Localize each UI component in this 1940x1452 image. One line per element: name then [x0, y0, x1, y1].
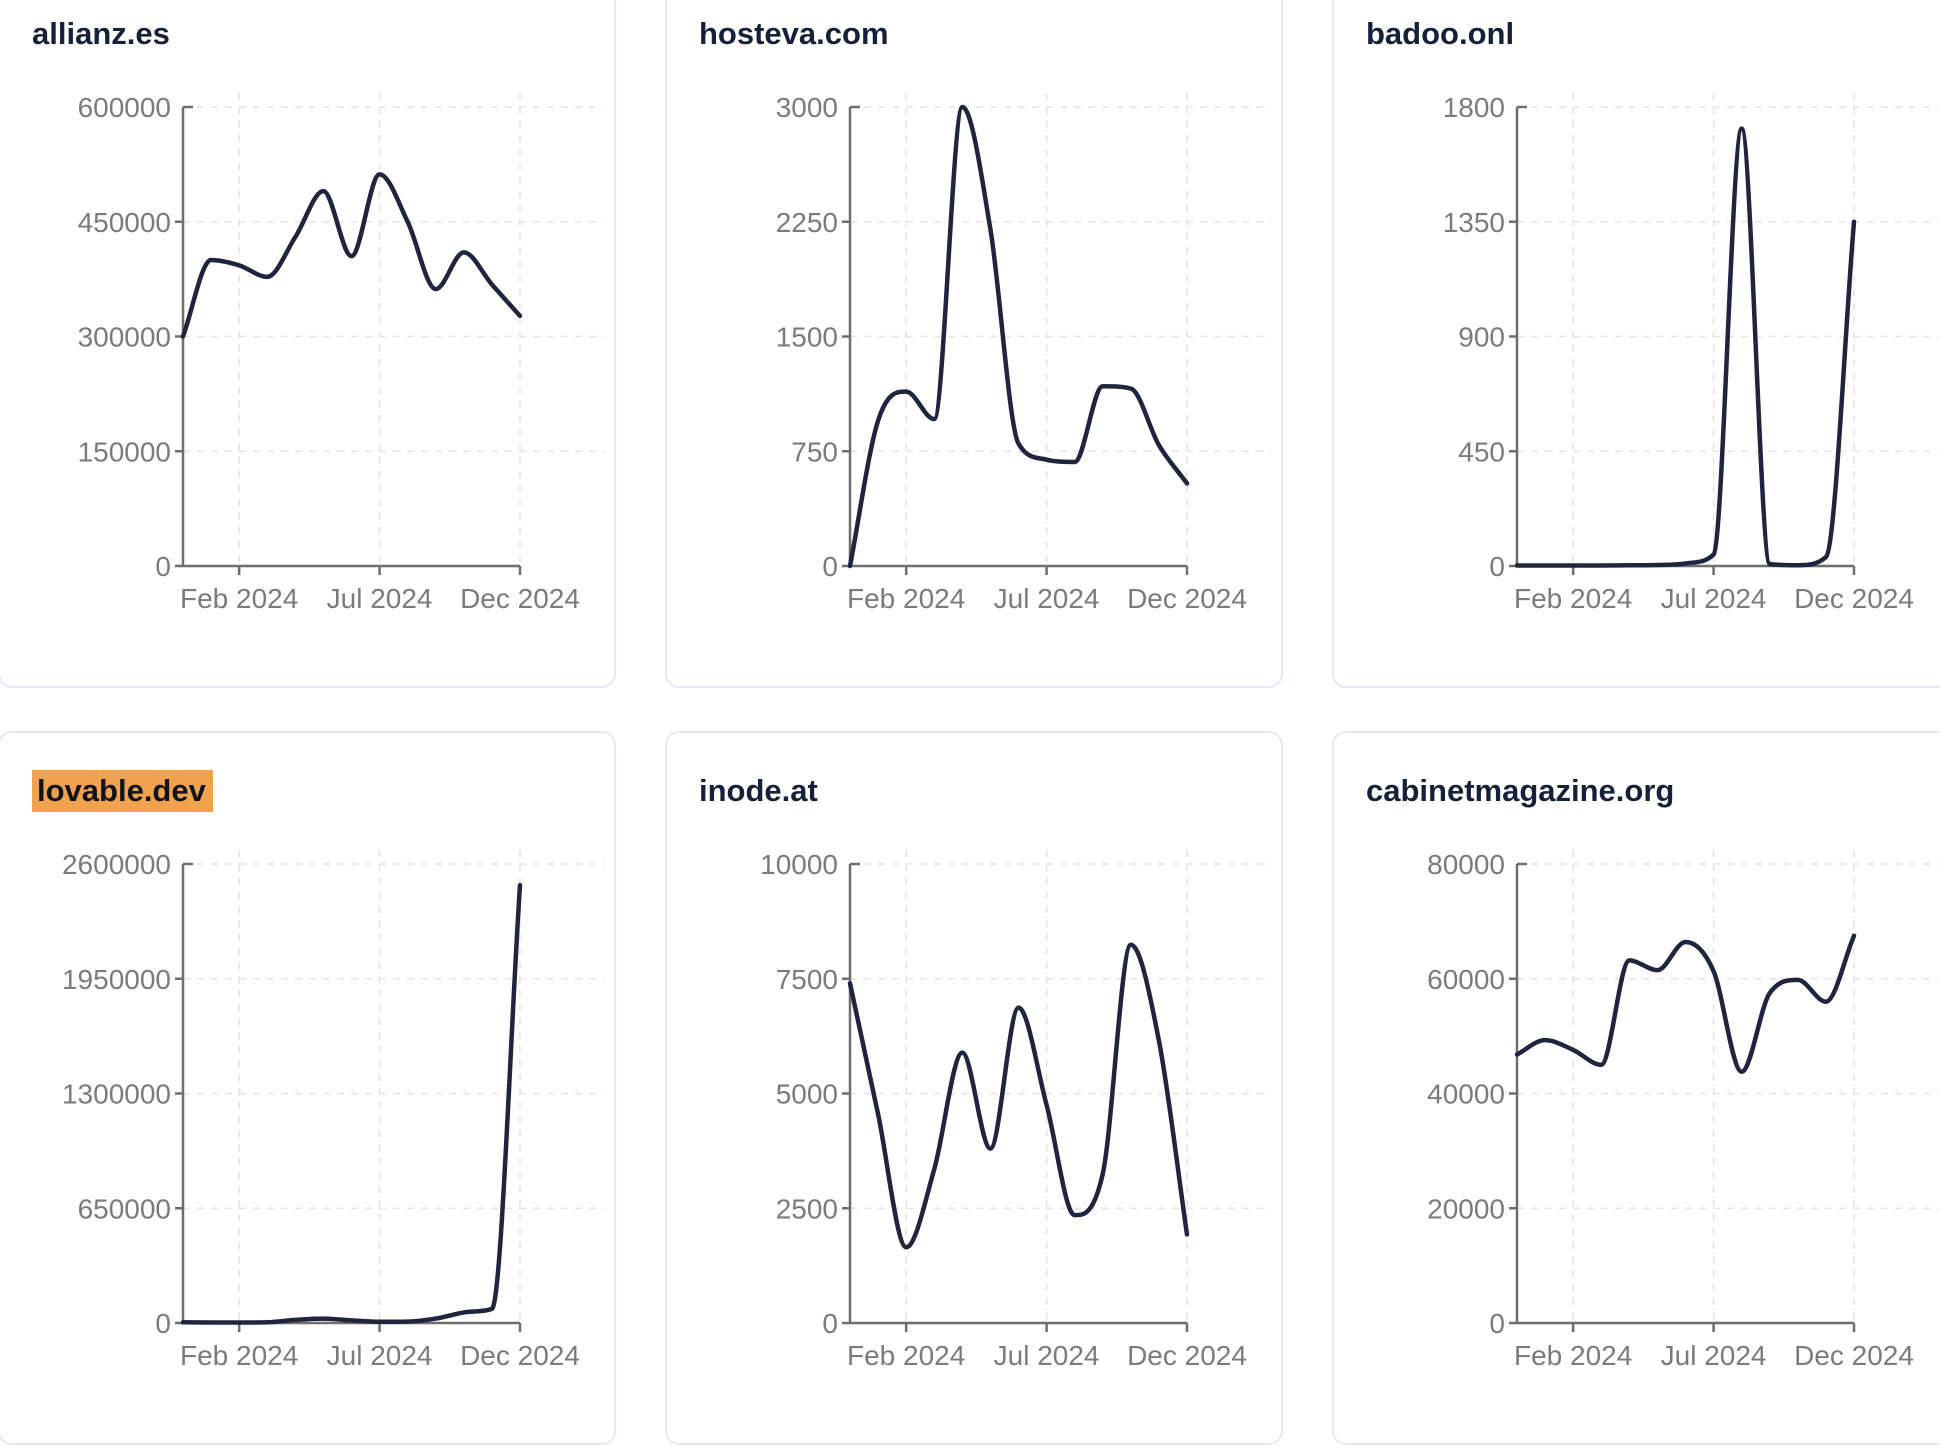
- svg-text:450: 450: [1458, 436, 1505, 467]
- svg-text:750: 750: [791, 436, 838, 467]
- chart-title: inode.at: [699, 773, 818, 809]
- svg-text:Feb 2024: Feb 2024: [847, 1340, 965, 1371]
- chart-title-text: allianz.es: [32, 16, 170, 51]
- chart-card-allianz: allianz.es 0 150000 300000 450000 600000 Feb …: [0, 0, 616, 688]
- line-chart: 0 20000 40000 60000 80000 Feb 2024 Jul 2024 Dec…: [1427, 849, 1938, 1371]
- svg-text:Feb 2024: Feb 2024: [1514, 583, 1632, 614]
- svg-text:20000: 20000: [1427, 1193, 1505, 1224]
- svg-text:40000: 40000: [1427, 1079, 1505, 1110]
- svg-text:450000: 450000: [78, 207, 171, 238]
- svg-text:Dec 2024: Dec 2024: [460, 583, 580, 614]
- svg-text:Dec 2024: Dec 2024: [460, 1340, 580, 1371]
- line-chart: 0 150000 300000 450000 600000 Feb 2024 Jul 202…: [78, 92, 604, 614]
- svg-text:Jul 2024: Jul 2024: [994, 1340, 1100, 1371]
- line-chart: 0 750 1500 2250 3000 Feb 2024 Jul 2024 Dec 2024: [776, 92, 1271, 614]
- svg-text:650000: 650000: [78, 1193, 171, 1224]
- svg-text:1950000: 1950000: [62, 964, 171, 995]
- svg-text:0: 0: [155, 551, 171, 582]
- svg-text:Feb 2024: Feb 2024: [847, 583, 965, 614]
- svg-text:Jul 2024: Jul 2024: [994, 583, 1100, 614]
- line-chart: 0 450 900 1350 1800 Feb 2024 Jul 2024 Dec 2024: [1443, 92, 1938, 614]
- svg-text:Jul 2024: Jul 2024: [327, 583, 433, 614]
- chart-title-text: cabinetmagazine.org: [1366, 773, 1675, 808]
- svg-text:1350: 1350: [1443, 207, 1505, 238]
- chart-title: allianz.es: [32, 16, 170, 52]
- svg-text:2250: 2250: [776, 207, 838, 238]
- chart-card-cabinetmagazine: cabinetmagazine.org 0 20000 40000 60000 8000…: [1332, 731, 1940, 1445]
- chart-title: hosteva.com: [699, 16, 889, 52]
- svg-text:Dec 2024: Dec 2024: [1794, 1340, 1914, 1371]
- line-chart: 0 2500 5000 7500 10000 Feb 2024 Jul 2024 Dec 20…: [760, 849, 1271, 1371]
- svg-text:7500: 7500: [776, 964, 838, 995]
- line-chart: 0 650000 1300000 1950000 2600000 Feb 2024 Jul …: [62, 849, 604, 1371]
- chart-card-badoo: badoo.onl 0 450 900 1350 1800 Feb 2024 Jul 202…: [1332, 0, 1940, 688]
- chart-title: cabinetmagazine.org: [1366, 773, 1674, 809]
- svg-text:Feb 2024: Feb 2024: [1514, 1340, 1632, 1371]
- svg-text:Dec 2024: Dec 2024: [1127, 1340, 1247, 1371]
- svg-text:900: 900: [1458, 322, 1505, 353]
- chart-card-inode: inode.at 0 2500 5000 7500 10000 Feb 2024 Jul 2…: [665, 731, 1283, 1445]
- chart-title-text: inode.at: [699, 773, 818, 808]
- svg-text:Dec 2024: Dec 2024: [1127, 583, 1247, 614]
- svg-text:0: 0: [155, 1308, 171, 1339]
- chart-card-hosteva: hosteva.com 0 750 1500 2250 3000 Feb 2024 Jul …: [665, 0, 1283, 688]
- svg-text:1300000: 1300000: [62, 1079, 171, 1110]
- svg-text:60000: 60000: [1427, 964, 1505, 995]
- svg-text:Feb 2024: Feb 2024: [180, 583, 298, 614]
- chart-card-lovable: lovable.dev 0 650000 1300000 1950000 2600000…: [0, 731, 616, 1445]
- chart-title-text: badoo.onl: [1366, 16, 1515, 51]
- svg-text:Jul 2024: Jul 2024: [327, 1340, 433, 1371]
- svg-text:Feb 2024: Feb 2024: [180, 1340, 298, 1371]
- svg-text:Jul 2024: Jul 2024: [1661, 1340, 1767, 1371]
- svg-text:600000: 600000: [78, 92, 171, 123]
- svg-text:10000: 10000: [760, 849, 838, 880]
- svg-text:0: 0: [822, 1308, 838, 1339]
- svg-text:0: 0: [822, 551, 838, 582]
- chart-title-text: hosteva.com: [699, 16, 889, 51]
- svg-text:1500: 1500: [776, 322, 838, 353]
- chart-title: lovable.dev: [32, 770, 213, 812]
- svg-text:1800: 1800: [1443, 92, 1505, 123]
- svg-text:0: 0: [1489, 551, 1505, 582]
- chart-title-highlight: lovable.dev: [32, 770, 213, 812]
- chart-title: badoo.onl: [1366, 16, 1514, 52]
- svg-text:80000: 80000: [1427, 849, 1505, 880]
- svg-text:300000: 300000: [78, 322, 171, 353]
- svg-text:Dec 2024: Dec 2024: [1794, 583, 1914, 614]
- svg-text:3000: 3000: [776, 92, 838, 123]
- svg-text:Jul 2024: Jul 2024: [1661, 583, 1767, 614]
- svg-text:0: 0: [1489, 1308, 1505, 1339]
- svg-text:150000: 150000: [78, 436, 171, 467]
- svg-text:2500: 2500: [776, 1193, 838, 1224]
- svg-text:2600000: 2600000: [62, 849, 171, 880]
- svg-text:5000: 5000: [776, 1079, 838, 1110]
